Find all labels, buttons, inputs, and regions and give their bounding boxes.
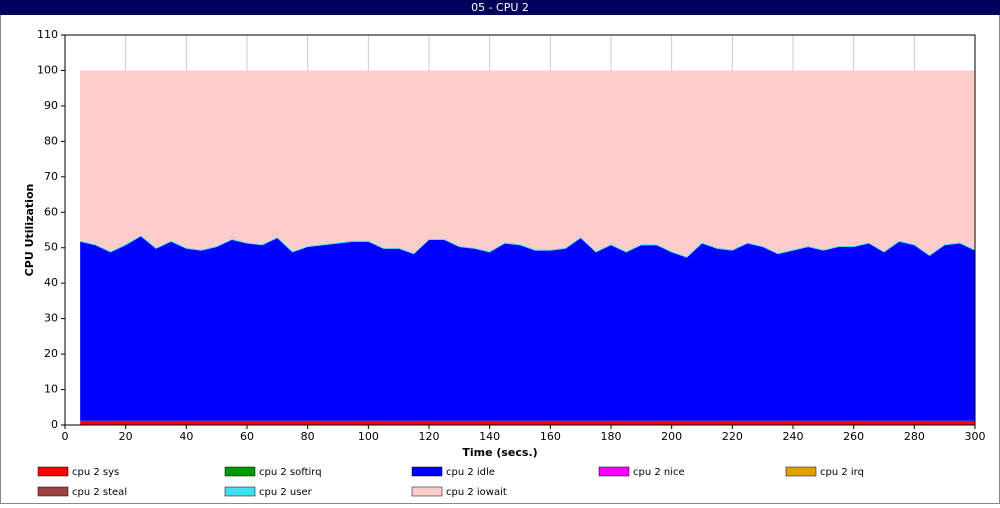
legend-label: cpu 2 softirq	[259, 467, 322, 478]
y-axis-label: CPU Utilization	[23, 184, 36, 277]
x-axis-label: Time (secs.)	[462, 446, 537, 459]
y-tick-label: 60	[44, 205, 58, 218]
y-tick-label: 70	[44, 170, 58, 183]
x-tick-label: 80	[301, 430, 315, 443]
x-tick-label: 140	[479, 430, 500, 443]
y-tick-label: 50	[44, 241, 58, 254]
legend-swatch	[411, 486, 443, 497]
x-tick-label: 40	[179, 430, 193, 443]
x-tick-label: 100	[358, 430, 379, 443]
y-tick-label: 30	[44, 312, 58, 325]
y-tick-label: 0	[51, 418, 58, 431]
y-tick-label: 20	[44, 347, 58, 360]
legend-swatch	[411, 466, 443, 477]
legend-label: cpu 2 steal	[72, 487, 127, 498]
x-tick-label: 120	[419, 430, 440, 443]
legend-swatch	[785, 466, 817, 477]
y-tick-label: 110	[37, 28, 58, 41]
x-tick-label: 0	[62, 430, 69, 443]
legend-swatch	[37, 466, 69, 477]
legend-swatch	[224, 486, 256, 497]
y-tick-label: 80	[44, 134, 58, 147]
y-tick-label: 10	[44, 383, 58, 396]
x-tick-label: 260	[843, 430, 864, 443]
legend-swatch	[598, 466, 630, 477]
legend-label: cpu 2 iowait	[446, 487, 507, 498]
x-tick-label: 220	[722, 430, 743, 443]
area	[80, 420, 975, 425]
legend-label: cpu 2 user	[259, 487, 313, 498]
legend-label: cpu 2 nice	[633, 467, 685, 478]
x-tick-label: 180	[601, 430, 622, 443]
x-tick-label: 60	[240, 430, 254, 443]
x-tick-label: 240	[783, 430, 804, 443]
area	[80, 70, 975, 257]
title-bar	[0, 0, 1000, 15]
legend-label: cpu 2 sys	[72, 467, 119, 478]
legend-label: cpu 2 irq	[820, 467, 864, 478]
plot-border	[64, 34, 976, 426]
x-tick-label: 300	[965, 430, 986, 443]
x-tick-label: 200	[661, 430, 682, 443]
x-tick-label: 280	[904, 430, 925, 443]
area	[80, 236, 975, 421]
y-tick-label: 40	[44, 276, 58, 289]
legend-label: cpu 2 idle	[446, 467, 495, 478]
chart-title: 05 - CPU 2	[471, 1, 529, 14]
legend-swatch	[37, 486, 69, 497]
y-tick-label: 90	[44, 99, 58, 112]
y-tick-label: 100	[37, 63, 58, 76]
x-tick-label: 20	[119, 430, 133, 443]
legend-swatch	[224, 466, 256, 477]
x-tick-label: 160	[540, 430, 561, 443]
